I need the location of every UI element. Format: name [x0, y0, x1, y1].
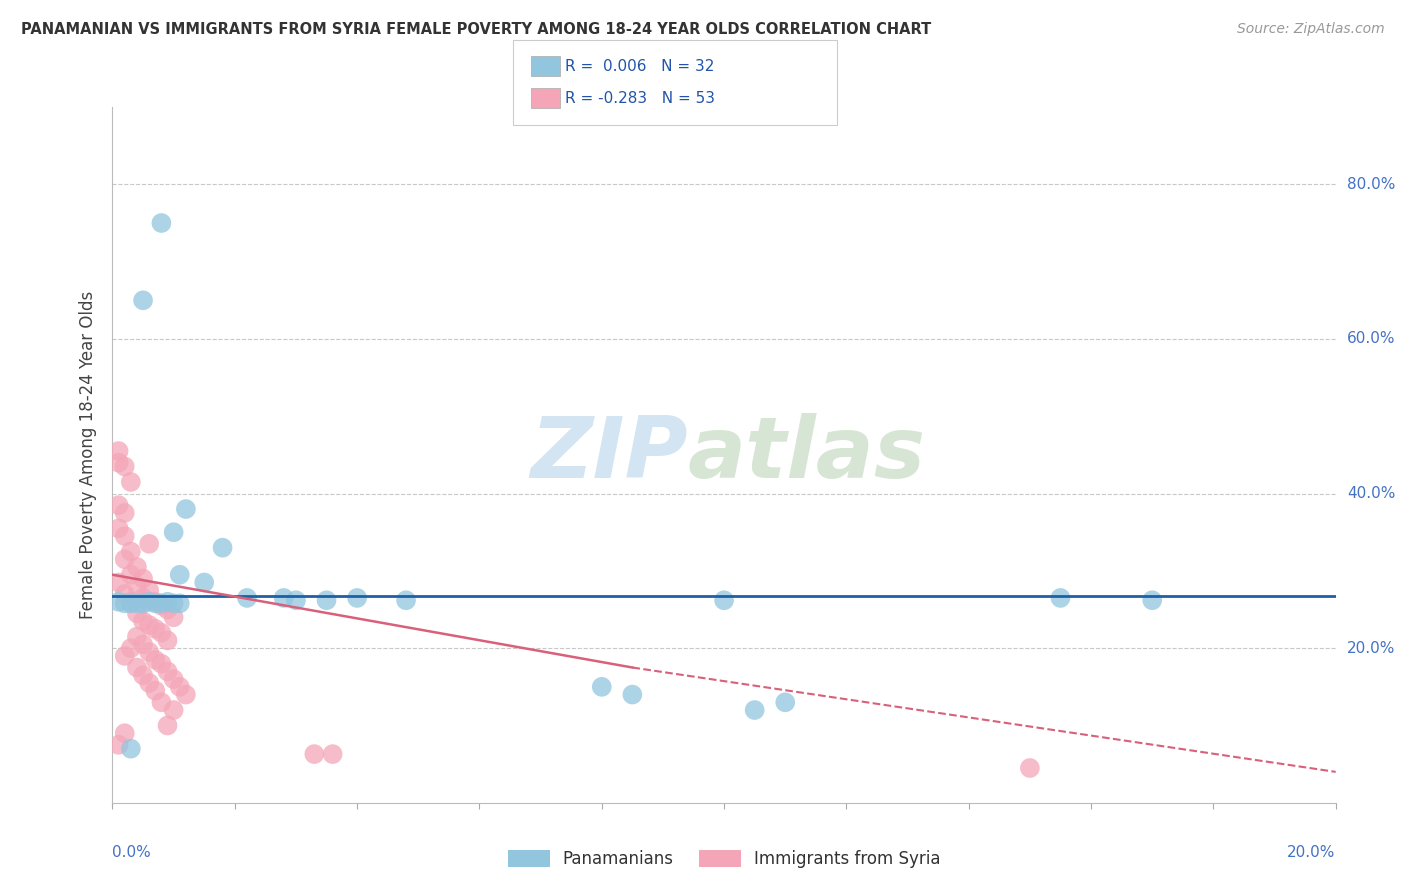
- Point: [174, 688, 197, 702]
- Point: [138, 618, 160, 632]
- Text: 60.0%: 60.0%: [1347, 332, 1395, 346]
- Point: [150, 596, 173, 610]
- Text: 40.0%: 40.0%: [1347, 486, 1395, 501]
- Point: [143, 596, 166, 610]
- Point: [163, 672, 186, 686]
- Point: [132, 668, 155, 682]
- Text: 20.0%: 20.0%: [1347, 640, 1395, 656]
- Legend: Panamanians, Immigrants from Syria: Panamanians, Immigrants from Syria: [501, 843, 948, 874]
- Point: [150, 216, 173, 230]
- Point: [174, 502, 197, 516]
- Point: [120, 475, 142, 489]
- Point: [138, 537, 160, 551]
- Point: [713, 593, 735, 607]
- Point: [114, 552, 136, 566]
- Point: [143, 653, 166, 667]
- Point: [125, 630, 148, 644]
- Point: [107, 498, 129, 512]
- Point: [1018, 761, 1040, 775]
- Point: [114, 726, 136, 740]
- Point: [169, 596, 191, 610]
- Text: 20.0%: 20.0%: [1288, 845, 1336, 860]
- Point: [143, 595, 166, 609]
- Point: [107, 575, 129, 590]
- Point: [125, 596, 148, 610]
- Point: [138, 645, 160, 659]
- Point: [114, 506, 136, 520]
- Point: [156, 602, 179, 616]
- Point: [138, 583, 160, 598]
- Point: [120, 595, 142, 609]
- Point: [169, 567, 191, 582]
- Point: [150, 695, 173, 709]
- Point: [120, 596, 142, 610]
- Point: [114, 459, 136, 474]
- Point: [163, 703, 186, 717]
- Text: 80.0%: 80.0%: [1347, 177, 1395, 192]
- Point: [120, 567, 142, 582]
- Point: [150, 625, 173, 640]
- Text: PANAMANIAN VS IMMIGRANTS FROM SYRIA FEMALE POVERTY AMONG 18-24 YEAR OLDS CORRELA: PANAMANIAN VS IMMIGRANTS FROM SYRIA FEMA…: [21, 22, 931, 37]
- Text: R =  0.006   N = 32: R = 0.006 N = 32: [565, 59, 714, 73]
- Point: [125, 607, 148, 621]
- Point: [346, 591, 368, 605]
- Point: [156, 718, 179, 732]
- Point: [236, 591, 259, 605]
- Point: [150, 657, 173, 671]
- Text: Source: ZipAtlas.com: Source: ZipAtlas.com: [1237, 22, 1385, 37]
- Point: [107, 738, 129, 752]
- Point: [138, 676, 160, 690]
- Point: [132, 637, 155, 651]
- Point: [163, 610, 186, 624]
- Point: [163, 525, 186, 540]
- Point: [132, 572, 155, 586]
- Point: [107, 456, 129, 470]
- Point: [156, 595, 179, 609]
- Point: [211, 541, 233, 555]
- Point: [621, 688, 644, 702]
- Y-axis label: Female Poverty Among 18-24 Year Olds: Female Poverty Among 18-24 Year Olds: [79, 291, 97, 619]
- Point: [132, 293, 155, 308]
- Point: [169, 680, 191, 694]
- Point: [395, 593, 418, 607]
- Point: [138, 595, 160, 609]
- Point: [143, 622, 166, 636]
- Point: [591, 680, 613, 694]
- Point: [315, 593, 337, 607]
- Point: [156, 665, 179, 679]
- Point: [107, 595, 129, 609]
- Point: [114, 587, 136, 601]
- Text: 0.0%: 0.0%: [112, 845, 152, 860]
- Point: [114, 529, 136, 543]
- Text: ZIP: ZIP: [530, 413, 688, 497]
- Point: [125, 660, 148, 674]
- Point: [156, 633, 179, 648]
- Point: [107, 521, 129, 535]
- Point: [120, 741, 142, 756]
- Point: [114, 648, 136, 663]
- Point: [193, 575, 215, 590]
- Text: R = -0.283   N = 53: R = -0.283 N = 53: [565, 91, 716, 105]
- Point: [1142, 593, 1164, 607]
- Point: [125, 579, 148, 593]
- Point: [150, 599, 173, 613]
- Point: [132, 614, 155, 628]
- Point: [322, 747, 344, 761]
- Point: [775, 695, 797, 709]
- Point: [120, 544, 142, 558]
- Point: [143, 683, 166, 698]
- Point: [273, 591, 295, 605]
- Point: [744, 703, 766, 717]
- Point: [114, 596, 136, 610]
- Point: [107, 444, 129, 458]
- Point: [125, 560, 148, 574]
- Point: [163, 596, 186, 610]
- Point: [304, 747, 326, 761]
- Point: [284, 593, 308, 607]
- Point: [132, 591, 155, 605]
- Point: [1049, 591, 1071, 605]
- Text: atlas: atlas: [688, 413, 925, 497]
- Point: [120, 641, 142, 656]
- Point: [132, 596, 155, 610]
